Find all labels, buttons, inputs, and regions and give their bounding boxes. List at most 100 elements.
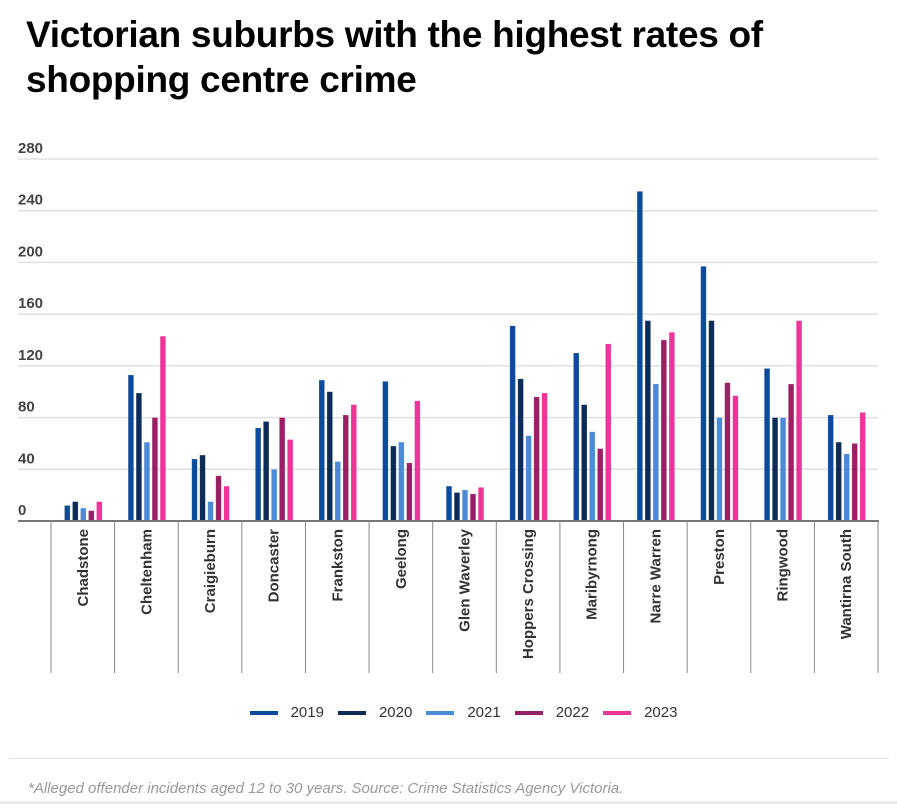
bar-2019-ringwood[interactable] [763,368,771,522]
bar-2019-glen-waverley[interactable] [445,485,453,522]
legend-label: 2020 [378,704,413,721]
bar-2021-geelong[interactable] [398,441,405,522]
bar-2019-geelong[interactable] [382,381,389,522]
legend-label: 2023 [644,704,678,721]
bar-2022-narre-warren[interactable] [660,339,667,522]
bar-2020-preston[interactable] [708,320,715,522]
y-tick-label: 200 [18,243,43,260]
bar-2021-glen-waverley[interactable] [461,489,469,522]
bar-2023-narre-warren[interactable] [668,331,675,522]
bar-group [382,381,421,522]
bar-2022-frankston[interactable] [342,414,349,522]
bottom-border [0,801,897,804]
x-axis: Chadstone Cheltenham Craigieburn Doncaster F… [18,520,879,673]
bar-2020-geelong[interactable] [390,445,397,522]
legend: 2019 2020 2021 2022 2023 [0,704,897,721]
legend-swatch [603,710,632,715]
bar-2019-cheltenham[interactable] [127,374,135,522]
legend-item-2019[interactable]: 2019 [249,704,324,721]
bar-2023-doncaster[interactable] [287,439,294,522]
x-tick-label: Narre Warren [647,529,664,623]
bar-2019-wantirna-south[interactable] [827,414,834,522]
legend-item-2020[interactable]: 2020 [337,704,413,721]
x-tick-label: Maribyrnong [584,529,601,620]
bar-2020-craigieburn[interactable] [199,454,206,522]
bar-2023-cheltenham[interactable] [159,335,167,522]
y-tick-label: 120 [18,347,43,364]
x-tick-label: Craigieburn [202,529,219,613]
bar-2023-glen-waverley[interactable] [477,487,485,522]
bar-2021-doncaster[interactable] [271,468,278,522]
bar-2021-chadstone[interactable] [80,507,87,522]
bar-2023-hoppers-crossing[interactable] [541,392,548,522]
bar-2022-ringwood[interactable] [787,383,795,522]
bar-2019-preston[interactable] [700,266,707,522]
bar-2022-geelong[interactable] [406,462,413,522]
bar-group [127,335,167,522]
y-tick-label: 240 [18,192,43,209]
bar-chart: 0 40 80 120 160 200 240 280 Chadstone Cheltenham… [18,140,879,673]
bar-group [700,266,739,522]
bar-2022-cheltenham[interactable] [151,417,159,522]
bar-2019-chadstone[interactable] [64,505,71,522]
bar-2022-wantirna-south[interactable] [851,443,858,522]
bar-2020-chadstone[interactable] [72,501,79,522]
bar-2020-ringwood[interactable] [771,417,779,522]
bar-2020-narre-warren[interactable] [644,320,651,522]
gridlines [18,158,878,471]
bar-2020-maribyrnong[interactable] [581,404,588,522]
bar-2019-narre-warren[interactable] [636,191,643,522]
legend-item-2023[interactable]: 2023 [603,704,677,721]
bar-2021-narre-warren[interactable] [652,383,659,522]
bar-2023-preston[interactable] [732,395,739,522]
legend-swatch [249,710,278,715]
bar-2021-maribyrnong[interactable] [589,431,596,522]
bar-2023-chadstone[interactable] [96,501,103,522]
bar-2022-hoppers-crossing[interactable] [533,396,540,522]
bar-2021-craigieburn[interactable] [207,501,214,522]
bar-2020-glen-waverley[interactable] [453,492,461,522]
bar-2021-frankston[interactable] [334,461,341,522]
bar-2021-ringwood[interactable] [779,417,787,522]
bar-2019-frankston[interactable] [318,379,325,522]
bar-2021-cheltenham[interactable] [143,441,151,522]
legend-swatch [337,710,366,715]
bar-2023-craigieburn[interactable] [223,485,230,522]
bar-2021-hoppers-crossing[interactable] [525,435,532,522]
bar-2023-geelong[interactable] [414,400,421,522]
bar-2019-craigieburn[interactable] [191,458,198,522]
bar-2020-frankston[interactable] [326,391,333,522]
bar-2020-hoppers-crossing[interactable] [517,378,524,522]
bar-2020-doncaster[interactable] [263,421,270,522]
legend-item-2021[interactable]: 2021 [426,704,501,721]
bar-2020-wantirna-south[interactable] [835,441,842,522]
x-tick-label: Chadstone [75,529,92,607]
bar-2019-maribyrnong[interactable] [573,352,580,522]
bar-2022-chadstone[interactable] [88,510,95,522]
bar-2023-frankston[interactable] [350,404,357,522]
bar-2019-hoppers-crossing[interactable] [509,325,516,522]
bar-2022-glen-waverley[interactable] [469,493,477,522]
bar-group [191,454,230,522]
y-axis-ticks: 0 40 80 120 160 200 240 280 [18,140,43,519]
bar-group [445,485,485,522]
bar-2023-maribyrnong[interactable] [605,343,612,522]
bar-2023-wantirna-south[interactable] [859,412,866,522]
bar-2022-craigieburn[interactable] [215,475,222,522]
footer-divider [9,758,889,759]
bar-2022-doncaster[interactable] [279,417,286,522]
x-tick-label: Wantirna South [838,529,855,639]
bar-2021-preston[interactable] [716,417,723,522]
bar-2022-preston[interactable] [724,382,731,522]
bar-2023-ringwood[interactable] [795,320,803,522]
bar-2020-cheltenham[interactable] [135,392,143,522]
bar-group [763,320,803,522]
bar-group [255,417,294,522]
y-tick-label: 80 [18,399,35,416]
legend-label: 2019 [290,704,324,721]
bar-2022-maribyrnong[interactable] [597,448,604,522]
legend-item-2022[interactable]: 2022 [514,704,589,721]
bar-2021-wantirna-south[interactable] [843,453,850,522]
x-tick-label: Hoppers Crossing [520,529,537,659]
bar-2019-doncaster[interactable] [255,427,262,522]
